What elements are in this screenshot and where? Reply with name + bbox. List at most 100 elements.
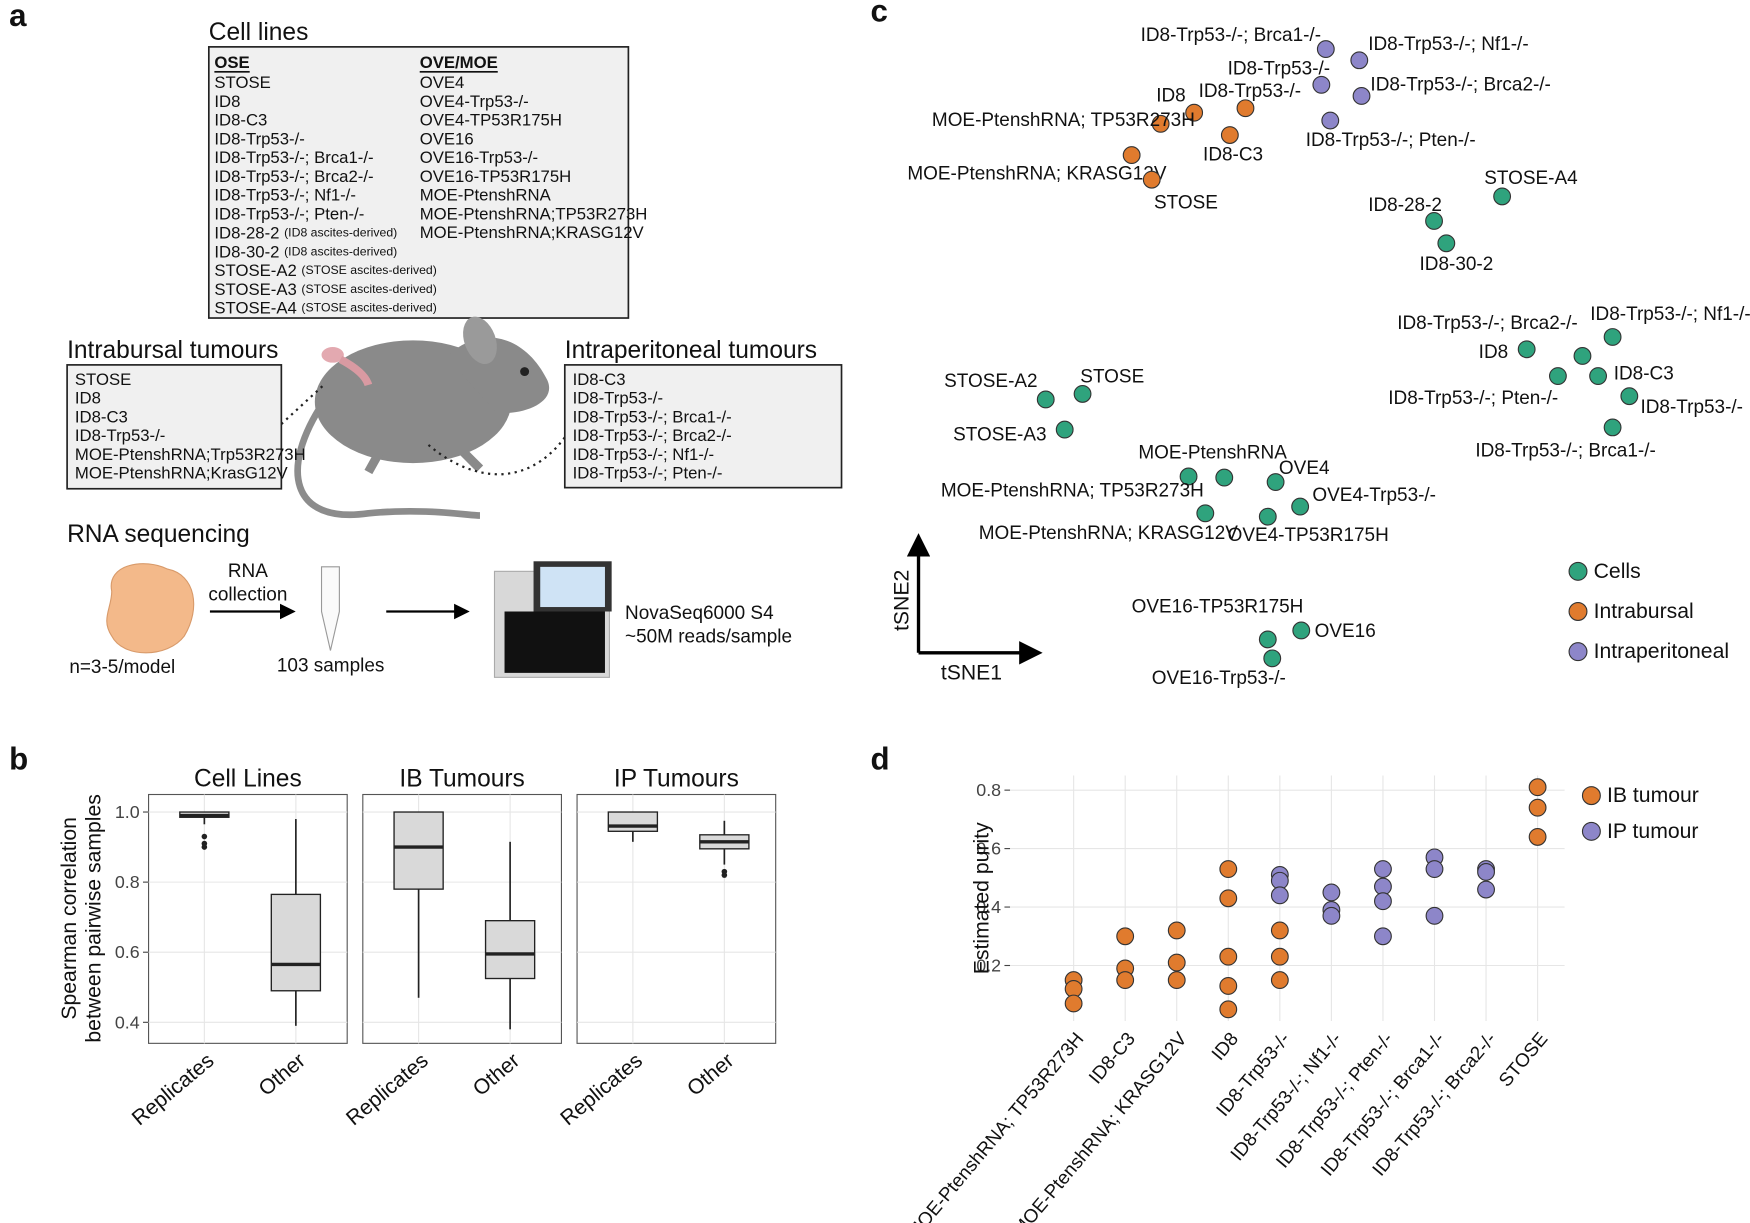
- outlier: [201, 840, 208, 847]
- point: [1179, 467, 1198, 486]
- cell-line: STOSE: [214, 73, 270, 92]
- cell-line: MOE-PtenshRNA;KRASG12V: [420, 223, 645, 242]
- column-heading: OSE: [214, 53, 249, 72]
- box: [393, 811, 444, 890]
- point: [1270, 921, 1289, 940]
- tumour-model: MOE-PtenshRNA;KrasG12V: [75, 464, 289, 483]
- point-label: MOE-PtenshRNA; KRASG12V: [907, 164, 1166, 185]
- legend-swatch: [1568, 561, 1588, 581]
- cell-line: ID8-Trp53-/-: [214, 129, 304, 148]
- point-label: MOE-PtenshRNA; KRASG12V: [979, 523, 1238, 544]
- legend-swatch: [1581, 786, 1601, 806]
- legend-label: Cells: [1594, 560, 1641, 583]
- tumour-model: ID8-Trp53-/-; Brca2-/-: [573, 426, 732, 445]
- point: [1220, 126, 1239, 144]
- box: [484, 920, 536, 980]
- point: [1316, 40, 1335, 59]
- point: [1219, 860, 1238, 878]
- axis-title: Estimated purity: [971, 822, 994, 974]
- point-label: ID8-Trp53-/-; Brca2-/-: [1397, 313, 1577, 334]
- cell-line: MOE-PtenshRNA;TP53R273H: [420, 204, 648, 223]
- point: [1374, 927, 1392, 946]
- point: [1236, 99, 1255, 118]
- facet-panel: [362, 793, 562, 1044]
- cell-line: OVE4-Trp53-/-: [420, 92, 529, 111]
- y-tick-label: 0.2: [976, 955, 1001, 975]
- facet-title: IB Tumours: [399, 765, 524, 792]
- point-label: ID8-C3: [1614, 363, 1674, 384]
- point-label: ID8-Trp53-/-; Brca2-/-: [1370, 74, 1550, 95]
- tumour-model: ID8-C3: [573, 370, 626, 389]
- point: [1258, 630, 1277, 649]
- axis-title: Spearman correlation: [58, 817, 81, 1020]
- point-label: STOSE-A2: [944, 371, 1037, 392]
- point-label: ID8-Trp53-/-: [1640, 397, 1743, 418]
- point: [1219, 889, 1238, 908]
- point: [1312, 75, 1331, 94]
- x-tick-label: Replicates: [128, 1049, 219, 1130]
- cell-line: STOSE-A4 (STOSE ascites-derived): [214, 298, 436, 317]
- panel-label: d: [871, 741, 890, 776]
- point-label: MOE-PtenshRNA; TP53R273H: [932, 110, 1195, 131]
- cell-line: ID8-C3: [214, 111, 267, 130]
- point: [1116, 971, 1135, 990]
- tumour-model: ID8-C3: [75, 407, 128, 426]
- point: [1548, 367, 1567, 385]
- point: [1270, 947, 1289, 966]
- facet-panel: [576, 793, 777, 1044]
- tumour-model: ID8: [75, 389, 101, 408]
- axis-title: tSNE2: [890, 570, 913, 631]
- legend-label: IP tumour: [1607, 820, 1698, 843]
- facet-title: Cell Lines: [194, 765, 302, 792]
- point-label: OVE4-TP53R175H: [1228, 525, 1389, 546]
- tumour-model: ID8-Trp53-/-; Pten-/-: [573, 464, 723, 483]
- point: [1142, 170, 1161, 189]
- column-heading: OVE/MOE: [420, 53, 498, 72]
- point: [1167, 953, 1186, 972]
- point: [1603, 328, 1622, 346]
- point: [1064, 994, 1083, 1013]
- point-label: STOSE: [1080, 367, 1144, 388]
- point-label: ID8-Trp53-/-; Brca1-/-: [1475, 440, 1655, 461]
- point: [1196, 504, 1215, 523]
- y-tick-label: 0.4: [115, 1012, 140, 1032]
- point-label: ID8-Trp53-/-; Brca1-/-: [1141, 25, 1321, 46]
- caption: NovaSeq6000 S4: [625, 603, 774, 624]
- legend-swatch: [1581, 821, 1601, 841]
- point-label: STOSE-A3: [953, 425, 1046, 446]
- point: [1322, 883, 1341, 902]
- x-tick-label: Other: [469, 1049, 524, 1101]
- point: [1352, 87, 1371, 105]
- x-tick-label: Other: [683, 1049, 738, 1101]
- point-label: OVE16-TP53R175H: [1132, 597, 1304, 618]
- tumour-model: ID8-Trp53-/-: [573, 389, 663, 408]
- point: [1477, 863, 1495, 881]
- y-tick-label: 0.8: [115, 872, 140, 892]
- point: [1425, 212, 1443, 230]
- cell-line: OVE16: [420, 129, 474, 148]
- caption: collection: [208, 584, 287, 605]
- point-label: ID8-C3: [1203, 145, 1263, 166]
- point: [1528, 827, 1547, 846]
- x-tick-label: STOSE: [1495, 1029, 1552, 1091]
- point: [1589, 367, 1608, 385]
- point: [1116, 927, 1135, 946]
- point: [1528, 778, 1547, 797]
- cell-line: OVE4: [420, 73, 465, 92]
- section-title: RNA sequencing: [67, 521, 250, 548]
- point: [1270, 886, 1289, 905]
- point: [1573, 347, 1592, 365]
- axis-title: tSNE1: [941, 661, 1002, 684]
- y-tick-label: 1.0: [115, 802, 140, 822]
- point: [1215, 468, 1234, 487]
- point: [1167, 921, 1186, 940]
- point: [1185, 103, 1204, 122]
- tumour-model: ID8-Trp53-/-; Brca1-/-: [573, 407, 732, 426]
- point-label: ID8-Trp53-/-: [1228, 59, 1331, 80]
- point-label: MOE-PtenshRNA: [1138, 443, 1287, 464]
- point: [1036, 390, 1055, 409]
- cell-line: ID8-Trp53-/-; Brca2-/-: [214, 167, 373, 186]
- legend-label: Intraperitoneal: [1594, 640, 1729, 663]
- point-label: MOE-PtenshRNA; TP53R273H: [941, 480, 1204, 501]
- illustration: [66, 46, 1043, 678]
